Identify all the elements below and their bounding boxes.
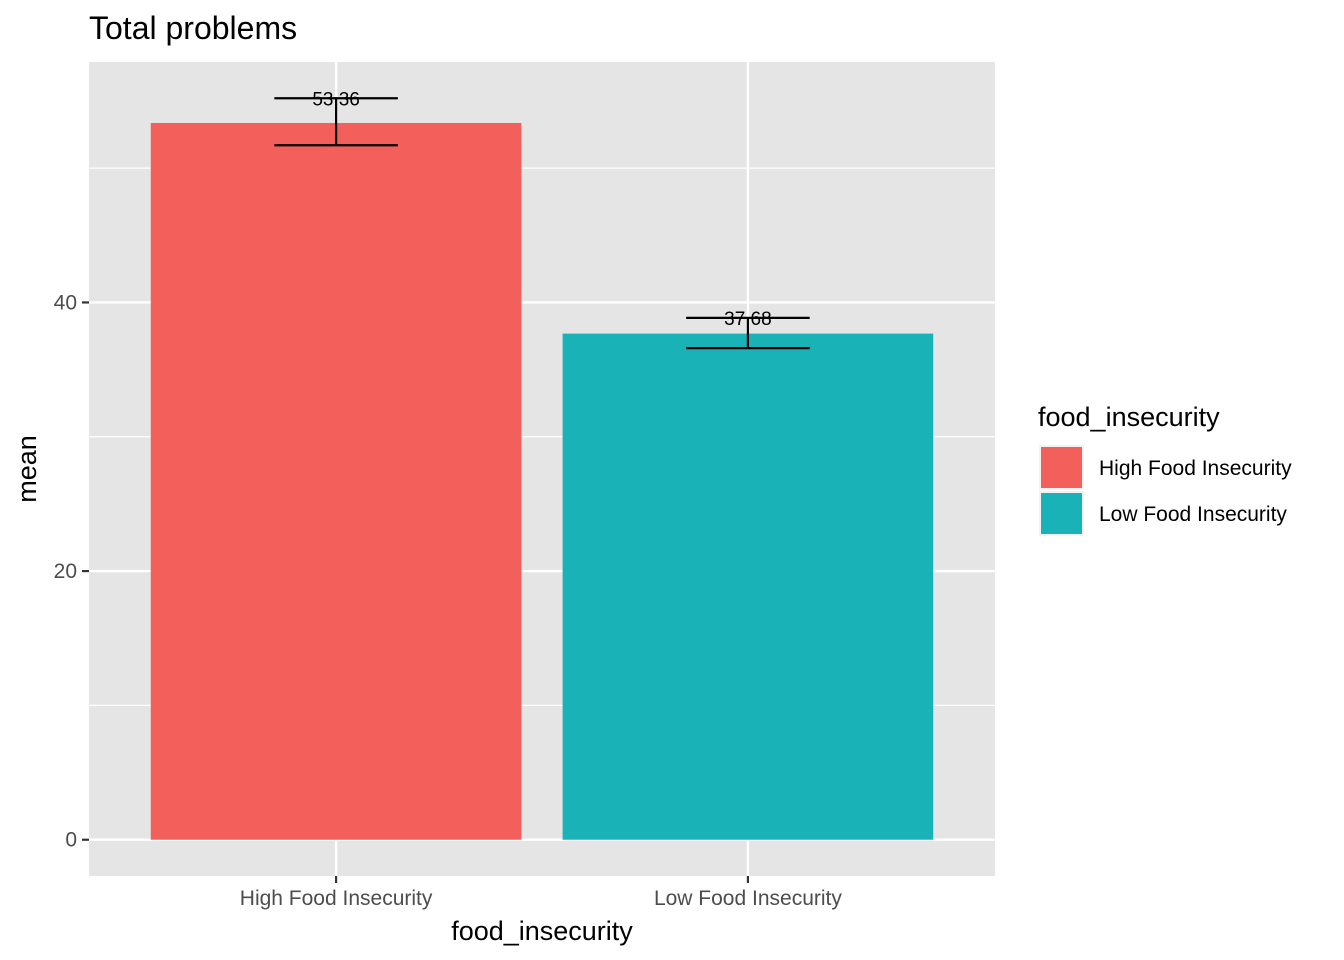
y-axis-title: mean [12, 435, 42, 503]
x-tick-label: Low Food Insecurity [654, 887, 842, 910]
bar [150, 122, 522, 840]
legend-label: Low Food Insecurity [1099, 503, 1287, 526]
legend-title: food_insecurity [1038, 402, 1220, 432]
bar [562, 333, 934, 840]
bar-value-label: 37.68 [724, 309, 772, 330]
legend: food_insecurity High Food Insecurity Low … [1038, 402, 1292, 536]
chart-title: Total problems [89, 10, 297, 46]
legend-swatch [1041, 493, 1082, 534]
y-axis: 0 20 40 [54, 291, 89, 852]
x-axis: High Food Insecurity Low Food Insecurity [240, 876, 842, 910]
legend-label: High Food Insecurity [1099, 457, 1292, 480]
x-tick-label: High Food Insecurity [240, 887, 433, 910]
bar-value-label: 53.36 [312, 89, 360, 110]
error-bars [274, 97, 810, 350]
legend-swatch [1041, 447, 1082, 488]
y-tick-label: 40 [54, 291, 77, 314]
bars [150, 122, 934, 840]
y-tick-label: 0 [65, 829, 77, 852]
value-labels: 53.36 37.68 [312, 89, 771, 330]
legend-items: High Food Insecurity Low Food Insecurity [1039, 445, 1292, 536]
x-axis-title: food_insecurity [451, 916, 633, 946]
y-tick-label: 20 [54, 560, 77, 583]
